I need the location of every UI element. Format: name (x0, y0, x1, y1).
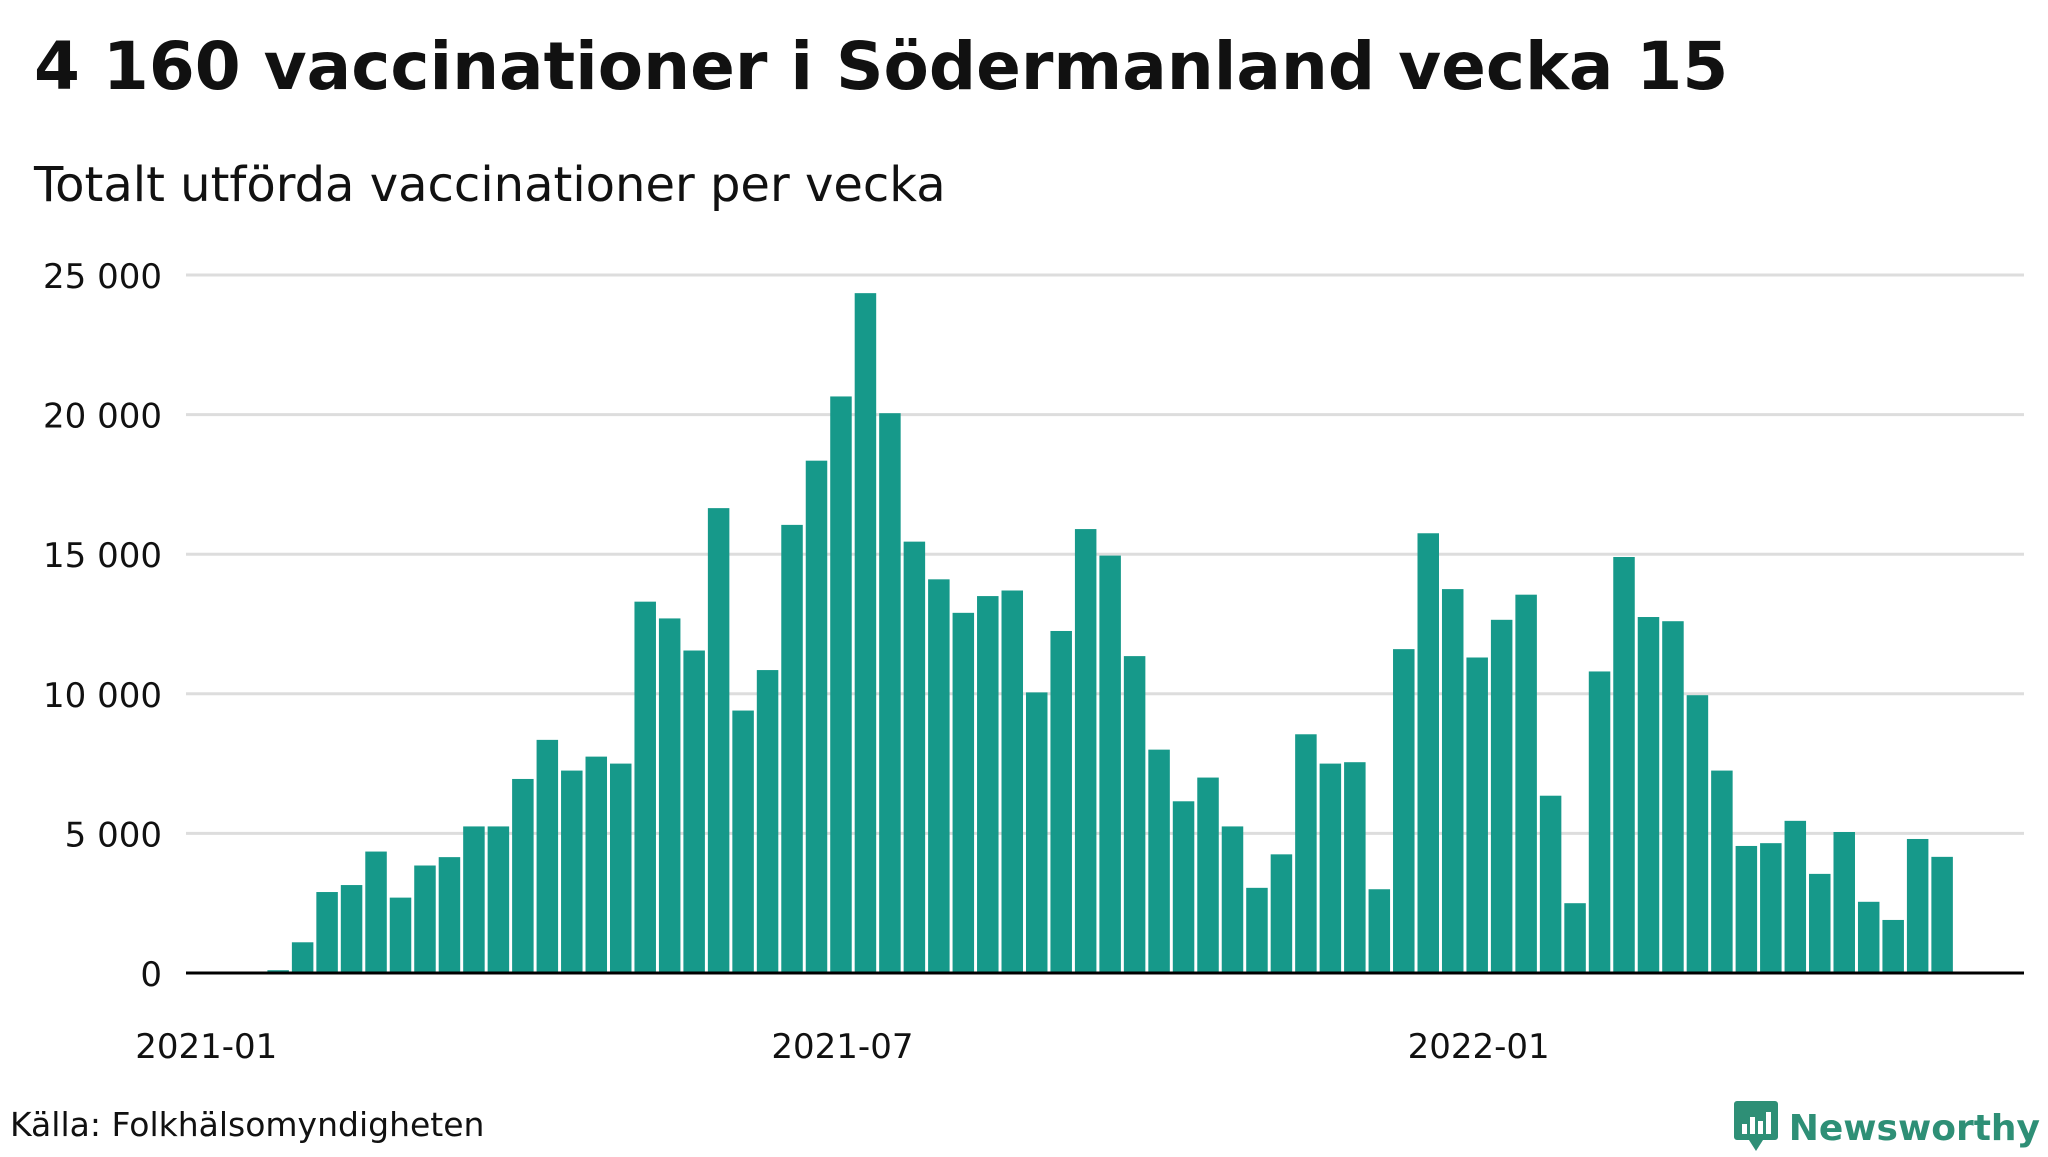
bar (634, 601, 656, 973)
brand-logo[interactable]: Newsworthy (1733, 1100, 2040, 1156)
bar (805, 460, 828, 973)
bar-chart-badge-icon (1733, 1099, 1779, 1157)
bar (830, 396, 852, 973)
bar (1564, 903, 1586, 973)
bar (903, 541, 926, 973)
bar (1711, 770, 1733, 973)
bar (1833, 832, 1855, 973)
bar (1490, 619, 1513, 973)
bar (1172, 801, 1195, 973)
bar (1637, 617, 1660, 973)
bar (1344, 762, 1366, 973)
bar (487, 826, 510, 973)
bar (585, 756, 608, 973)
bar (389, 897, 412, 973)
bar (536, 739, 559, 973)
brand-name: Newsworthy (1788, 1107, 2040, 1149)
x-axis-tick-labels: 2021-01 2021-07 2022-01 (135, 1027, 1549, 1067)
bar (1613, 556, 1635, 973)
y-axis-tick-labels: 0 5 000 10 000 15 000 20 000 25 000 (43, 257, 162, 995)
bar (1368, 889, 1391, 973)
bar (1588, 671, 1611, 973)
bar (1809, 873, 1831, 973)
chart-subtitle: Totalt utförda vaccinationer per vecka (34, 157, 946, 213)
bar (1050, 630, 1072, 973)
bar (977, 596, 999, 973)
bar (1197, 777, 1219, 973)
bar (1515, 594, 1537, 973)
bar (1123, 656, 1146, 973)
bar (1001, 590, 1024, 973)
x-tick-label: 2021-01 (135, 1027, 277, 1067)
x-tick-label: 2022-01 (1408, 1027, 1550, 1067)
y-tick-label: 10 000 (43, 676, 162, 716)
bar (928, 579, 950, 973)
bar (781, 524, 803, 973)
bar (1319, 763, 1342, 973)
bar (952, 612, 975, 973)
bar (1686, 695, 1709, 973)
bar (316, 892, 338, 973)
y-tick-label: 20 000 (43, 397, 162, 437)
bar (1270, 854, 1293, 973)
y-tick-label: 5 000 (65, 815, 162, 855)
bar (1025, 692, 1048, 973)
bar (658, 618, 681, 973)
bar (340, 885, 363, 973)
bar (1857, 901, 1880, 973)
bar (365, 851, 387, 973)
bar (732, 710, 754, 973)
y-tick-label: 15 000 (43, 536, 162, 576)
y-tick-label: 0 (140, 955, 162, 995)
bar (1735, 845, 1758, 973)
y-tick-label: 25 000 (43, 257, 162, 297)
bar (854, 293, 877, 973)
bar (1099, 555, 1121, 973)
bar (1295, 734, 1317, 973)
bar (438, 857, 461, 973)
bar (1148, 749, 1170, 973)
bar (1221, 826, 1244, 973)
bar (1417, 533, 1439, 973)
bar (1784, 820, 1807, 973)
bar (879, 413, 901, 973)
bar (1662, 621, 1684, 973)
bar (1393, 649, 1415, 973)
bar (683, 650, 705, 973)
bar (1466, 657, 1488, 973)
x-tick-label: 2021-07 (771, 1027, 913, 1067)
bar (756, 670, 779, 973)
bar (512, 778, 534, 973)
bar (414, 865, 436, 973)
bar (1760, 843, 1782, 973)
bar (1246, 887, 1268, 973)
bar (463, 826, 485, 973)
bar (291, 942, 314, 973)
bar (1441, 589, 1464, 973)
source-note: Källa: Folkhälsomyndigheten (10, 1105, 485, 1144)
chart-title: 4 160 vaccinationer i Södermanland vecka… (34, 28, 1729, 105)
bar (1906, 838, 1929, 973)
bar (609, 763, 632, 973)
bar (1074, 529, 1097, 973)
bar (1931, 856, 1953, 973)
bars (267, 293, 1953, 973)
bar (707, 508, 730, 973)
bar (1882, 919, 1904, 973)
bar (561, 770, 583, 973)
bar (1539, 795, 1562, 973)
